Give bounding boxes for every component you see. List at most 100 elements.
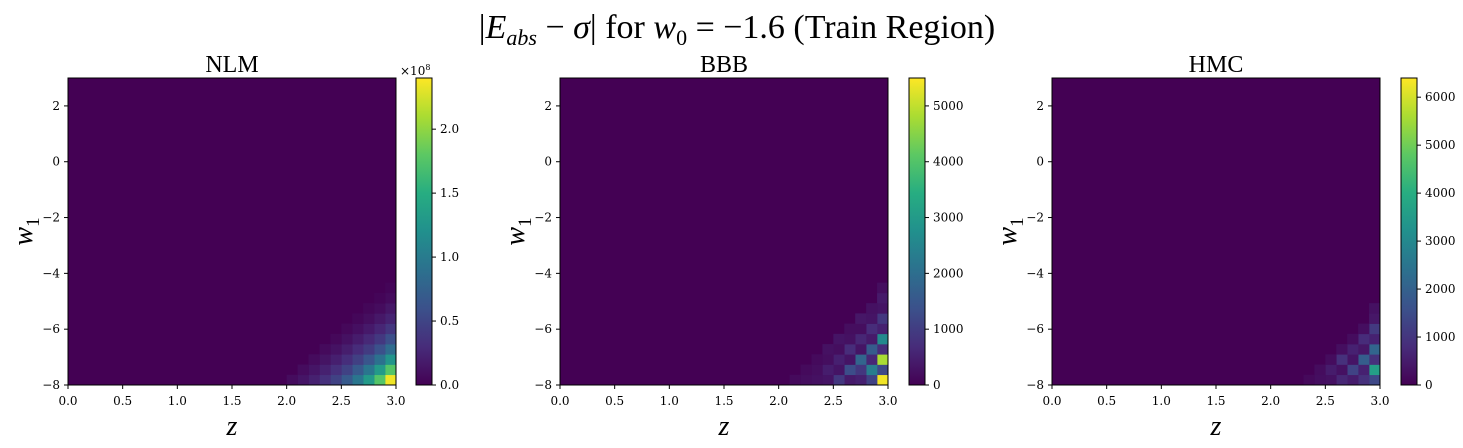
y-axis-label-base: w bbox=[8, 227, 39, 246]
colorbar-tick-label: 0.5 bbox=[440, 314, 459, 328]
colorbar-tick-label: 4000 bbox=[1425, 186, 1456, 200]
y-tick-label: −4 bbox=[534, 266, 552, 280]
heatmap-cell bbox=[374, 292, 386, 304]
colorbar-tick-label: 2000 bbox=[933, 266, 964, 280]
x-tick-label: 0.0 bbox=[550, 394, 569, 408]
y-tick-label: −6 bbox=[1026, 322, 1044, 336]
heatmap-cell bbox=[308, 364, 320, 376]
heatmap-cell bbox=[877, 333, 889, 345]
heatmap-cell bbox=[855, 374, 867, 386]
heatmap-cell bbox=[363, 374, 375, 386]
panel-nlm: 0.0 0.5 1.0 1.5 2.0 2.5 3.0 −8 −6 −4 −2 0 2 NLM z w1 0.0… bbox=[8, 52, 459, 442]
x-tick-label: 0.5 bbox=[605, 394, 624, 408]
heatmap-cell bbox=[877, 364, 889, 376]
heatmap-cell bbox=[844, 323, 856, 335]
x-tick-label: 0.0 bbox=[58, 394, 77, 408]
heatmap-cell bbox=[352, 323, 364, 335]
heatmap-cell bbox=[374, 344, 386, 355]
heatmap-cell bbox=[1325, 374, 1337, 386]
heatmap-cell bbox=[1347, 364, 1359, 376]
y-tick-label: 0 bbox=[1036, 155, 1044, 169]
heatmap-cell bbox=[341, 374, 353, 386]
suptitle-for: for bbox=[597, 9, 654, 46]
heatmap-cell bbox=[1314, 374, 1326, 386]
colorbar-tick-label: 0.0 bbox=[440, 378, 459, 392]
heatmap-cell bbox=[800, 374, 812, 386]
colorbar-tick-label: 1000 bbox=[1425, 330, 1456, 344]
heatmap-cell bbox=[833, 344, 845, 355]
y-tick-label: 0 bbox=[544, 155, 552, 169]
y-tick-label: −4 bbox=[1026, 266, 1044, 280]
heatmap-cell bbox=[822, 344, 834, 355]
heatmap-cell bbox=[844, 333, 856, 345]
y-tick-label: 2 bbox=[544, 99, 552, 113]
x-tick-label: 1.0 bbox=[1152, 394, 1171, 408]
panel-hmc: 0.0 0.5 1.0 1.5 2.0 2.5 3.0 −8 −6 −4 −2 0 2 HMC z w1 0 10… bbox=[992, 52, 1456, 442]
heatmap-cell bbox=[1358, 333, 1370, 345]
y-axis-label: w1 bbox=[8, 217, 44, 245]
heatmap-cell bbox=[877, 344, 889, 355]
colorbar-tick-label: 2000 bbox=[1425, 282, 1456, 296]
colorbar-tick-label: 5000 bbox=[1425, 138, 1456, 152]
heatmap-cell bbox=[385, 292, 397, 304]
heatmap-cell bbox=[855, 364, 867, 376]
x-tick-label: 0.5 bbox=[1097, 394, 1116, 408]
heatmap-cell bbox=[1358, 374, 1370, 386]
heatmap-cell bbox=[352, 344, 364, 355]
heatmap-cell bbox=[811, 374, 823, 386]
heatmap-cell bbox=[297, 374, 309, 386]
heatmap-cell bbox=[330, 354, 342, 365]
heatmap-cell bbox=[877, 292, 889, 304]
heatmap-cell bbox=[341, 333, 353, 345]
heatmap-cell bbox=[1347, 344, 1359, 355]
colorbar-offset-exponent: 8 bbox=[425, 63, 430, 72]
colorbar-tick-label: 4000 bbox=[933, 155, 964, 169]
panel-bbb: 0.0 0.5 1.0 1.5 2.0 2.5 3.0 −8 −6 −4 −2 0 2 BBB z w1 0 10… bbox=[500, 52, 964, 442]
x-tick-label: 1.5 bbox=[1206, 394, 1225, 408]
heatmap-background bbox=[1052, 78, 1380, 385]
suptitle-e: E bbox=[485, 9, 507, 46]
heatmap-cell bbox=[877, 303, 889, 314]
colorbar-tick-label: 6000 bbox=[1425, 90, 1456, 104]
heatmap-cell bbox=[811, 354, 823, 365]
x-tick-label: 2.0 bbox=[277, 394, 296, 408]
y-tick-label: −6 bbox=[534, 322, 552, 336]
heatmap-cell bbox=[352, 313, 364, 324]
x-axis-label: z bbox=[226, 411, 238, 442]
heatmap-cell bbox=[1347, 354, 1359, 365]
heatmap-cell bbox=[308, 354, 320, 365]
y-axis-label-sub: 1 bbox=[515, 217, 536, 227]
heatmap-cell bbox=[1369, 303, 1381, 314]
heatmap-cell bbox=[1369, 364, 1381, 376]
heatmap-cell bbox=[1358, 364, 1370, 376]
heatmap-cell bbox=[855, 333, 867, 345]
heatmap-cell bbox=[866, 354, 878, 365]
heatmap-cell bbox=[866, 313, 878, 324]
x-tick-label: 1.5 bbox=[222, 394, 241, 408]
colorbar-tick-label: 5000 bbox=[933, 99, 964, 113]
heatmap-cell bbox=[286, 374, 298, 386]
heatmap-cell bbox=[308, 374, 320, 386]
heatmap-cell bbox=[1369, 323, 1381, 335]
x-tick-label: 0.0 bbox=[1042, 394, 1061, 408]
y-tick-label: 2 bbox=[1036, 99, 1044, 113]
colorbar-tick-label: 3000 bbox=[933, 211, 964, 225]
heatmap-cell bbox=[352, 374, 364, 386]
heatmap-cell bbox=[1369, 374, 1381, 386]
panel-title: HMC bbox=[1189, 52, 1244, 78]
colorbar-frame bbox=[908, 77, 926, 386]
panel-title: BBB bbox=[700, 52, 748, 78]
heatmap-cell bbox=[374, 313, 386, 324]
heatmap-cell bbox=[1369, 313, 1381, 324]
heatmap-cell bbox=[1336, 344, 1348, 355]
colorbar-gradient bbox=[909, 78, 925, 385]
y-tick-label: −6 bbox=[42, 322, 60, 336]
colorbar-tick-label: 3000 bbox=[1425, 234, 1456, 248]
heatmap-cell bbox=[844, 374, 856, 386]
heatmap-cell bbox=[844, 364, 856, 376]
heatmap-cell bbox=[385, 333, 397, 345]
x-tick-label: 0.5 bbox=[113, 394, 132, 408]
colorbar-tick-label: 0 bbox=[933, 378, 941, 392]
heatmap-cell bbox=[363, 313, 375, 324]
heatmap-cell bbox=[877, 354, 889, 365]
